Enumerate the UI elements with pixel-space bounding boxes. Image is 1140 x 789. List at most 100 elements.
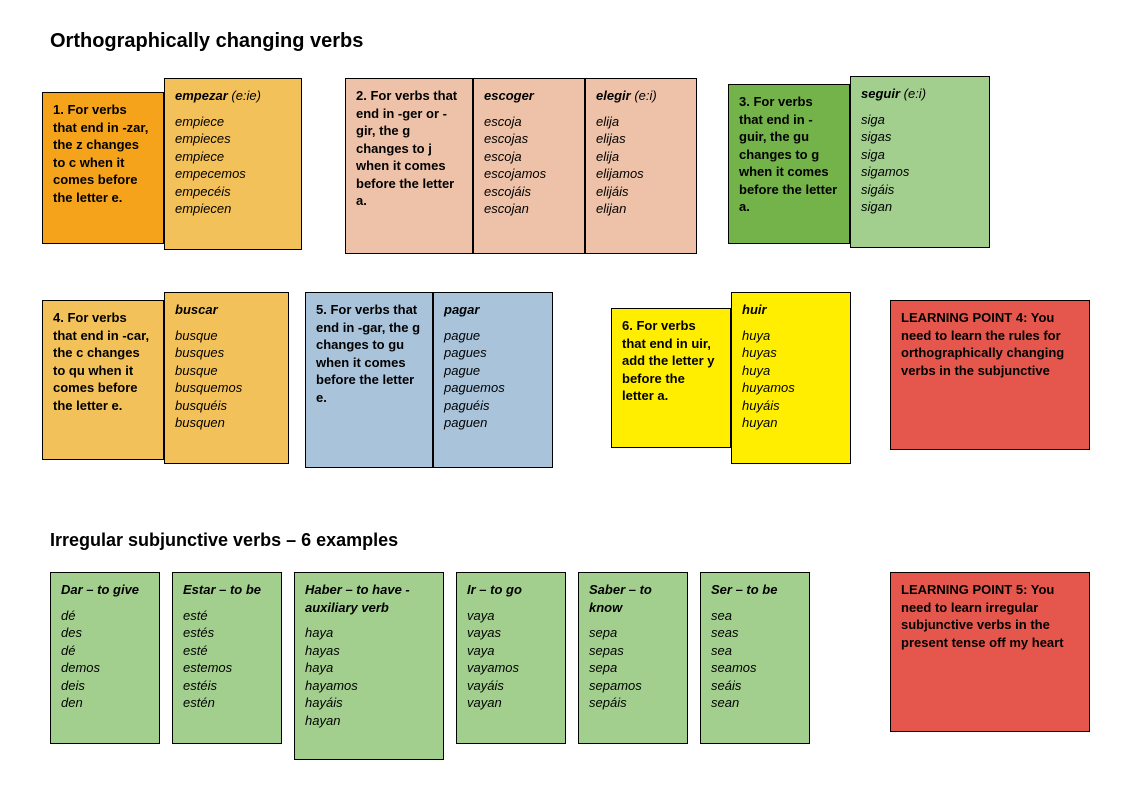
conjugation-list: busquebusquesbusquebusquemosbusquéisbusq… — [175, 327, 278, 432]
conjugation-item: seas — [711, 624, 799, 642]
verb-box-dar: Dar – to give dédesdédemosdeisden — [50, 572, 160, 744]
verb-header: Estar – to be — [183, 582, 261, 597]
verb-box-ir: Ir – to go vayavayasvayavayamosvayáisvay… — [456, 572, 566, 744]
conjugation-item: elija — [596, 113, 686, 131]
conjugation-item: sigas — [861, 128, 979, 146]
verb-box-empezar: empezar (e:ie) empieceempiecesempieceemp… — [164, 78, 302, 250]
conjugation-item: estemos — [183, 659, 271, 677]
conjugation-item: sigáis — [861, 181, 979, 199]
conjugation-item: busque — [175, 327, 278, 345]
conjugation-item: estén — [183, 694, 271, 712]
rule-box-5: 5. For verbs that end in -gar, the g cha… — [305, 292, 433, 468]
conjugation-item: vaya — [467, 642, 555, 660]
verb-header: seguir — [861, 86, 900, 101]
rule-text: 1. For verbs that end in -zar, the z cha… — [53, 101, 153, 206]
verb-header: Saber – to know — [589, 582, 652, 615]
conjugation-item: vayan — [467, 694, 555, 712]
conjugation-item: vayáis — [467, 677, 555, 695]
rule-box-3: 3. For verbs that end in -guir, the gu c… — [728, 84, 850, 244]
conjugation-item: huya — [742, 327, 840, 345]
verb-header: empezar — [175, 88, 228, 103]
rule-text: 2. For verbs that end in -ger or -gir, t… — [356, 87, 462, 210]
conjugation-item: den — [61, 694, 149, 712]
learning-point-5: LEARNING POINT 5: You need to learn irre… — [890, 572, 1090, 732]
verb-box-ser: Ser – to be seaseasseaseamosseáissean — [700, 572, 810, 744]
conjugation-item: dé — [61, 642, 149, 660]
conjugation-item: sea — [711, 642, 799, 660]
verb-header: Ser – to be — [711, 582, 777, 597]
conjugation-item: hayas — [305, 642, 433, 660]
conjugation-item: siga — [861, 146, 979, 164]
verb-header: pagar — [444, 302, 479, 317]
conjugation-item: elijan — [596, 200, 686, 218]
conjugation-item: empiece — [175, 113, 291, 131]
conjugation-item: busquen — [175, 414, 278, 432]
conjugation-item: des — [61, 624, 149, 642]
verb-box-haber: Haber – to have - auxiliary verb hayahay… — [294, 572, 444, 760]
section-title-2: Irregular subjunctive verbs – 6 examples — [50, 530, 398, 551]
conjugation-item: sigan — [861, 198, 979, 216]
conjugation-item: huyamos — [742, 379, 840, 397]
rule-box-4: 4. For verbs that end in -car, the c cha… — [42, 300, 164, 460]
verb-box-huir: huir huyahuyashuyahuyamoshuyáishuyan — [731, 292, 851, 464]
conjugation-item: siga — [861, 111, 979, 129]
conjugation-item: seamos — [711, 659, 799, 677]
verb-box-saber: Saber – to know sepasepassepasepamossepá… — [578, 572, 688, 744]
conjugation-item: huyan — [742, 414, 840, 432]
conjugation-item: vayamos — [467, 659, 555, 677]
conjugation-item: pague — [444, 327, 542, 345]
verb-box-escoger: escoger escojaescojasescojaescojamosesco… — [473, 78, 585, 254]
verb-note: (e:i) — [904, 86, 926, 101]
conjugation-list: elijaelijaselijaelijamoselijáiselijan — [596, 113, 686, 218]
conjugation-item: escoja — [484, 148, 574, 166]
conjugation-item: hayamos — [305, 677, 433, 695]
verb-note: (e:ie) — [231, 88, 261, 103]
learning-point-4: LEARNING POINT 4: You need to learn the … — [890, 300, 1090, 450]
conjugation-item: sigamos — [861, 163, 979, 181]
verb-header: huir — [742, 302, 767, 317]
conjugation-item: sea — [711, 607, 799, 625]
conjugation-item: escojáis — [484, 183, 574, 201]
conjugation-list: huyahuyashuyahuyamoshuyáishuyan — [742, 327, 840, 432]
conjugation-item: esté — [183, 607, 271, 625]
conjugation-item: deis — [61, 677, 149, 695]
conjugation-list: hayahayashayahayamoshayáishayan — [305, 624, 433, 729]
conjugation-item: escoja — [484, 113, 574, 131]
conjugation-item: pague — [444, 362, 542, 380]
conjugation-item: sepáis — [589, 694, 677, 712]
conjugation-list: vayavayasvayavayamosvayáisvayan — [467, 607, 555, 712]
conjugation-list: sigasigassigasigamossigáissigan — [861, 111, 979, 216]
conjugation-item: huyáis — [742, 397, 840, 415]
conjugation-item: paguéis — [444, 397, 542, 415]
conjugation-list: sepasepassepasepamossepáis — [589, 624, 677, 712]
section-title-1: Orthographically changing verbs — [50, 30, 363, 53]
conjugation-item: estés — [183, 624, 271, 642]
rule-box-1: 1. For verbs that end in -zar, the z cha… — [42, 92, 164, 244]
conjugation-item: escojas — [484, 130, 574, 148]
conjugation-item: seáis — [711, 677, 799, 695]
conjugation-item: busques — [175, 344, 278, 362]
verb-header: Ir – to go — [467, 582, 522, 597]
rule-text: 5. For verbs that end in -gar, the g cha… — [316, 301, 422, 406]
rule-text: 3. For verbs that end in -guir, the gu c… — [739, 93, 839, 216]
verb-header: Haber – to have - auxiliary verb — [305, 582, 410, 615]
verb-header: escoger — [484, 88, 534, 103]
conjugation-item: busquemos — [175, 379, 278, 397]
conjugation-item: escojamos — [484, 165, 574, 183]
conjugation-item: empecemos — [175, 165, 291, 183]
conjugation-item: haya — [305, 624, 433, 642]
verb-header: buscar — [175, 302, 218, 317]
conjugation-item: hayáis — [305, 694, 433, 712]
verb-note: (e:i) — [634, 88, 656, 103]
conjugation-item: sepa — [589, 659, 677, 677]
conjugation-item: vaya — [467, 607, 555, 625]
conjugation-item: demos — [61, 659, 149, 677]
verb-box-elegir: elegir (e:i) elijaelijaselijaelijamoseli… — [585, 78, 697, 254]
rule-box-6: 6. For verbs that end in uir, add the le… — [611, 308, 731, 448]
conjugation-item: elijamos — [596, 165, 686, 183]
conjugation-item: estéis — [183, 677, 271, 695]
rule-text: 6. For verbs that end in uir, add the le… — [622, 317, 720, 405]
conjugation-item: hayan — [305, 712, 433, 730]
conjugation-list: paguepaguespaguepaguemospaguéispaguen — [444, 327, 542, 432]
conjugation-item: empiecen — [175, 200, 291, 218]
